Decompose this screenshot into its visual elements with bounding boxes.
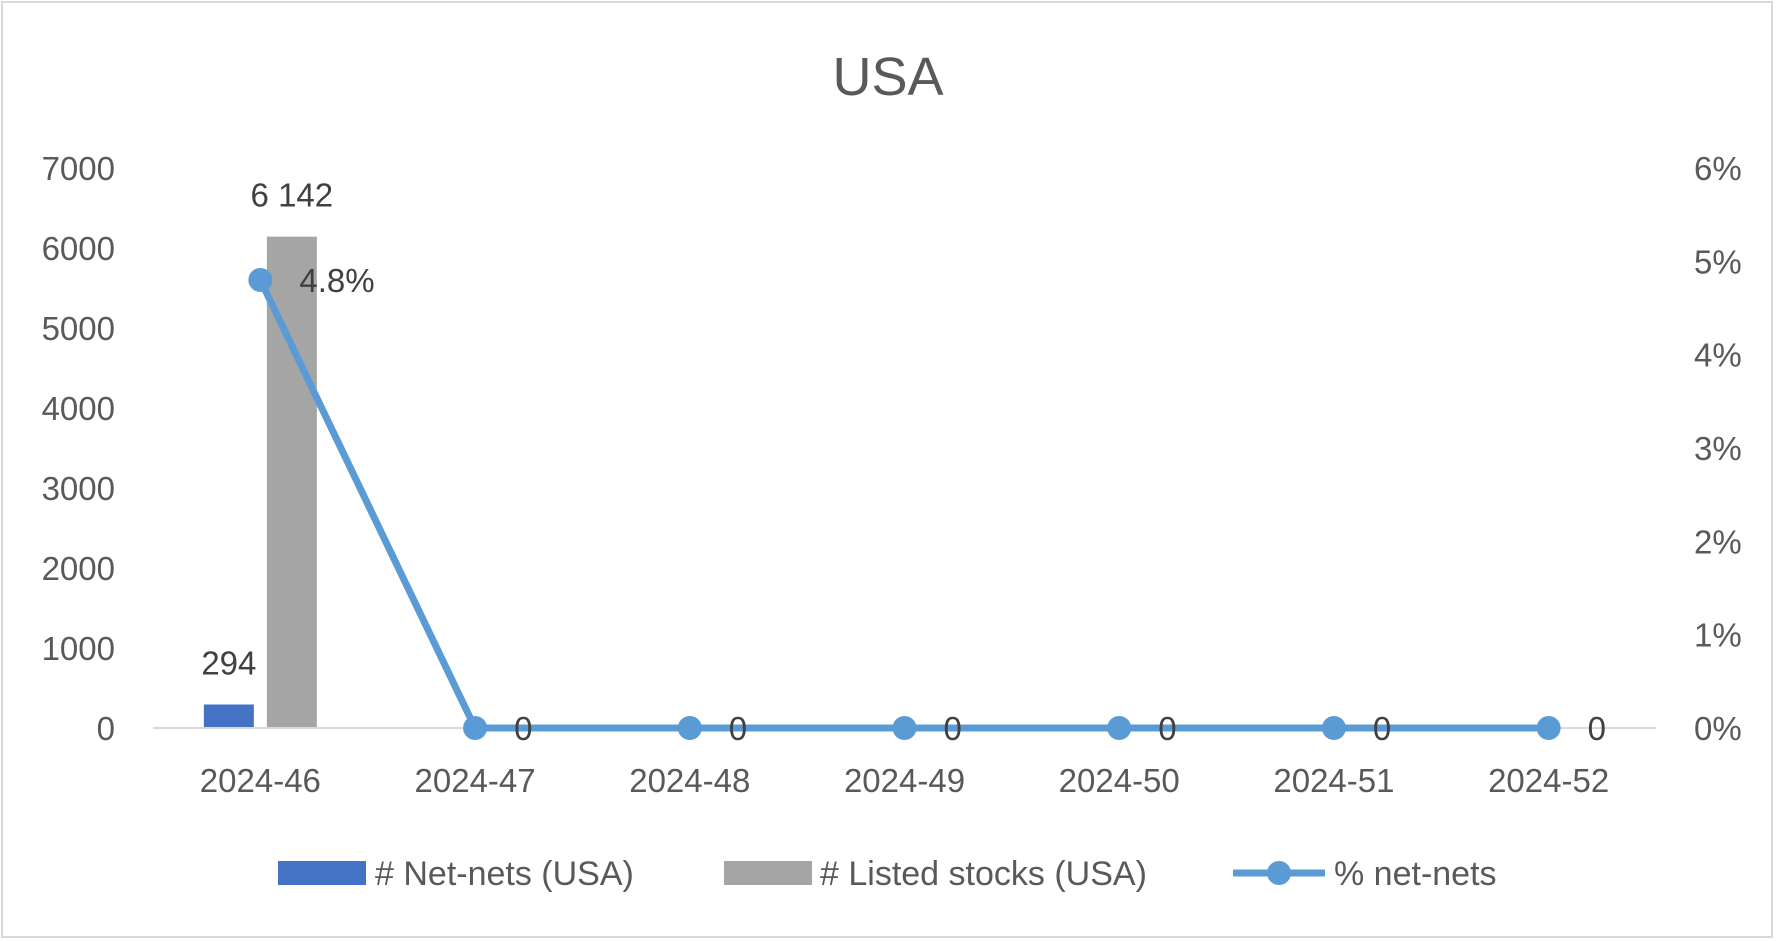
line-point <box>892 716 917 740</box>
line-data-label: 0 <box>944 710 962 747</box>
line-point <box>248 268 273 292</box>
left-tick-label: 7000 <box>42 150 115 187</box>
bar-net-nets <box>203 704 254 728</box>
line-series-group <box>248 268 1561 740</box>
right-axis-ticks: 0% 1% 2% 3% 4% 5% 6% <box>1694 150 1742 747</box>
line-point <box>463 716 488 740</box>
legend-swatch-bar <box>278 861 366 885</box>
right-tick-label: 1% <box>1694 617 1742 654</box>
right-tick-label: 2% <box>1694 523 1742 560</box>
legend-swatch-bar <box>724 861 812 885</box>
legend: # Net-nets (USA) # Listed stocks (USA) % n… <box>278 855 1497 893</box>
right-tick-label: 3% <box>1694 430 1742 467</box>
line-data-label: 0 <box>729 710 747 747</box>
left-tick-label: 5000 <box>42 310 115 347</box>
legend-label: # Listed stocks (USA) <box>820 855 1147 893</box>
category-label: 2024-48 <box>629 762 750 799</box>
category-label: 2024-50 <box>1059 762 1180 799</box>
legend-label: # Net-nets (USA) <box>375 855 634 893</box>
category-label: 2024-49 <box>844 762 965 799</box>
left-tick-label: 3000 <box>42 470 115 507</box>
category-label: 2024-52 <box>1488 762 1609 799</box>
data-labels-group: 294 6 142 4.8% 0 0 0 0 0 0 <box>201 177 1606 747</box>
line-point <box>1536 716 1561 740</box>
line-data-label: 0 <box>514 710 532 747</box>
right-tick-label: 0% <box>1694 710 1742 747</box>
left-tick-label: 4000 <box>42 390 115 427</box>
left-tick-label: 2000 <box>42 550 115 587</box>
right-tick-label: 5% <box>1694 243 1742 280</box>
category-label: 2024-46 <box>200 762 321 799</box>
left-tick-label: 6000 <box>42 230 115 267</box>
line-data-label: 4.8% <box>299 262 374 299</box>
line-data-label: 0 <box>1158 710 1176 747</box>
bar-data-label: 294 <box>201 644 256 681</box>
legend-swatch-marker <box>1267 861 1291 885</box>
category-label: 2024-47 <box>415 762 536 799</box>
line-point <box>677 716 702 740</box>
bar-data-label: 6 142 <box>251 177 334 214</box>
chart-title: USA <box>832 47 943 107</box>
category-label: 2024-51 <box>1273 762 1394 799</box>
line-data-label: 0 <box>1588 710 1606 747</box>
line-data-label: 0 <box>1373 710 1391 747</box>
line-percent-net-nets <box>257 278 1549 732</box>
legend-label: % net-nets <box>1334 855 1497 893</box>
right-tick-label: 6% <box>1694 150 1742 187</box>
category-axis-labels: 2024-46 2024-47 2024-48 2024-49 2024-50 2024-… <box>200 762 1609 799</box>
left-tick-label: 0 <box>97 710 115 747</box>
left-axis-ticks: 0 1000 2000 3000 4000 5000 6000 7000 <box>42 150 115 747</box>
right-tick-label: 4% <box>1694 337 1742 374</box>
left-tick-label: 1000 <box>42 630 115 667</box>
line-point <box>1321 716 1346 740</box>
line-point <box>1107 716 1132 740</box>
